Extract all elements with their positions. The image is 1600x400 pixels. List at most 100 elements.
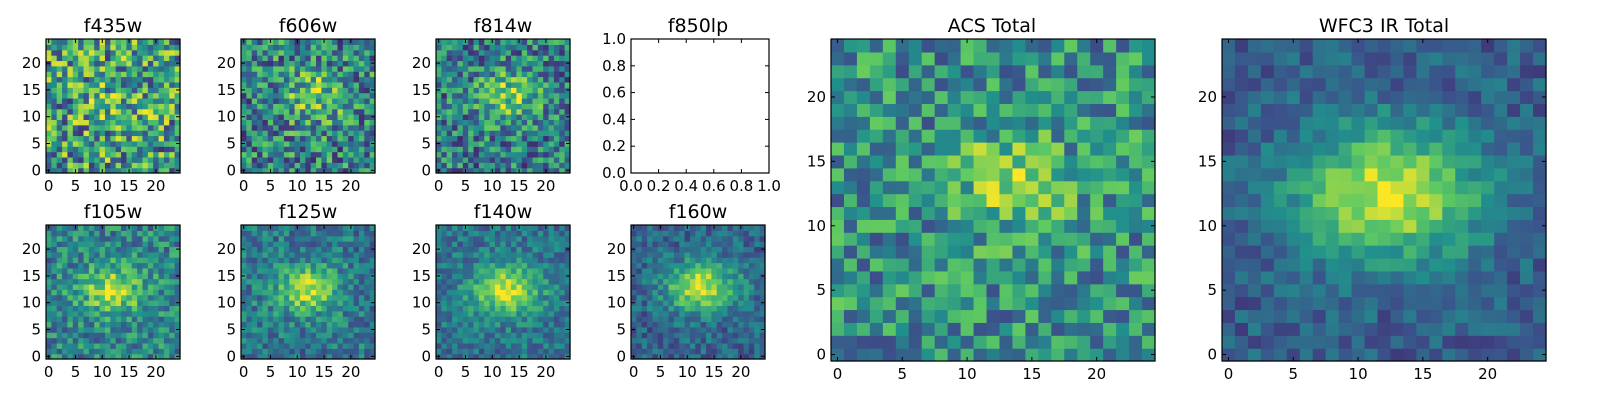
heatmap-cell <box>147 140 154 147</box>
heatmap-cell <box>56 60 63 67</box>
heatmap-cell <box>441 230 448 237</box>
heatmap-cell <box>706 235 712 242</box>
heatmap-cell <box>748 289 755 296</box>
heatmap-cell <box>500 337 507 344</box>
heatmap-cell <box>289 267 296 274</box>
heatmap-cell <box>115 289 122 296</box>
heatmap-cell <box>716 348 723 355</box>
heatmap-cell <box>299 257 306 264</box>
heatmap-cell <box>153 76 160 83</box>
heatmap-cell <box>732 230 739 237</box>
heatmap-cell <box>88 262 95 269</box>
heatmap-cell <box>689 235 696 242</box>
heatmap-cell <box>505 235 512 242</box>
heatmap-cell <box>527 305 534 312</box>
heatmap-cell <box>1025 309 1039 323</box>
heatmap-cell <box>316 92 322 99</box>
heatmap-cell <box>337 151 344 158</box>
x-tick-label-f105w: 20 <box>146 363 165 381</box>
heatmap-cell <box>83 156 90 163</box>
heatmap-cell <box>294 44 301 51</box>
heatmap-cell <box>273 140 280 147</box>
axes-frame-f850lp <box>630 38 770 174</box>
heatmap-cell <box>446 55 453 62</box>
heatmap-cell <box>158 289 165 296</box>
heatmap-cell <box>452 267 459 274</box>
heatmap-cell <box>251 162 258 169</box>
heatmap-cell <box>831 283 845 298</box>
heatmap-cell <box>973 309 988 323</box>
heatmap-cell <box>121 342 127 349</box>
heatmap-cell <box>83 162 90 169</box>
heatmap-cell <box>78 76 85 83</box>
heatmap-cell <box>986 335 1001 349</box>
heatmap-cell <box>505 65 512 72</box>
heatmap-cell <box>505 130 512 137</box>
heatmap-cell <box>62 230 69 237</box>
heatmap-cell <box>1038 232 1052 246</box>
heatmap-cell <box>532 353 539 360</box>
heatmap-cell <box>332 316 339 323</box>
heatmap-cell <box>668 353 675 360</box>
heatmap-cell <box>246 167 253 174</box>
heatmap-cell <box>484 130 491 137</box>
heatmap-cell <box>489 135 496 142</box>
heatmap-cell <box>457 294 464 301</box>
heatmap-cell <box>727 267 734 274</box>
heatmap-cell <box>88 316 95 323</box>
heatmap-cell <box>636 235 643 242</box>
heatmap-cell <box>305 230 312 237</box>
heatmap-cell <box>1116 257 1130 272</box>
heatmap-cell <box>46 97 52 104</box>
heatmap-cell <box>289 140 296 147</box>
heatmap-cell <box>647 235 654 242</box>
heatmap-cell <box>364 225 371 231</box>
heatmap-cell <box>934 193 949 208</box>
heatmap-cell <box>169 119 176 126</box>
heatmap-cell <box>1051 206 1065 220</box>
heatmap-cell <box>62 92 69 99</box>
heatmap-cell <box>267 146 274 153</box>
heatmap-cell <box>283 289 290 296</box>
heatmap-cell <box>94 135 101 142</box>
heatmap-cell <box>934 257 949 272</box>
heatmap-cell <box>457 81 464 88</box>
heatmap-cell <box>62 146 69 153</box>
heatmap-cell <box>500 39 507 45</box>
heatmap-cell <box>831 193 845 208</box>
heatmap-cell <box>695 321 702 328</box>
x-tick-label-f814w: 5 <box>461 177 471 195</box>
heatmap-cell <box>457 289 464 296</box>
heatmap-cell <box>364 353 371 360</box>
heatmap-cell <box>478 257 485 264</box>
heatmap-cell <box>369 44 376 51</box>
heatmap-cell <box>641 283 648 290</box>
heatmap-cell <box>1051 335 1065 349</box>
heatmap-cell <box>88 97 95 104</box>
heatmap-cell <box>478 225 485 231</box>
heatmap-cell <box>147 326 154 333</box>
heatmap-cell <box>321 294 328 301</box>
heatmap-cell <box>163 92 170 99</box>
heatmap-cell <box>452 87 459 94</box>
heatmap-cell <box>1116 322 1130 336</box>
heatmap-cell <box>652 230 659 237</box>
heatmap-cell <box>257 156 264 163</box>
heatmap-cell <box>169 39 176 45</box>
heatmap-cell <box>537 257 544 264</box>
heatmap-cell <box>548 71 555 78</box>
heatmap-cell <box>83 76 90 83</box>
heatmap-cell <box>468 273 475 280</box>
heatmap-cell <box>527 278 534 285</box>
heatmap-cell <box>516 251 523 258</box>
heatmap-cell <box>83 230 90 237</box>
heatmap-cell <box>457 241 464 248</box>
heatmap-cell <box>294 278 301 285</box>
heatmap-cell <box>158 151 165 158</box>
x-tick-label-f125w: 5 <box>266 363 276 381</box>
axes-frame-f435w <box>45 38 181 174</box>
heatmap-cell <box>532 289 539 296</box>
heatmap-cell <box>743 321 750 328</box>
heatmap-cell <box>657 241 664 248</box>
heatmap-cell <box>882 335 897 349</box>
